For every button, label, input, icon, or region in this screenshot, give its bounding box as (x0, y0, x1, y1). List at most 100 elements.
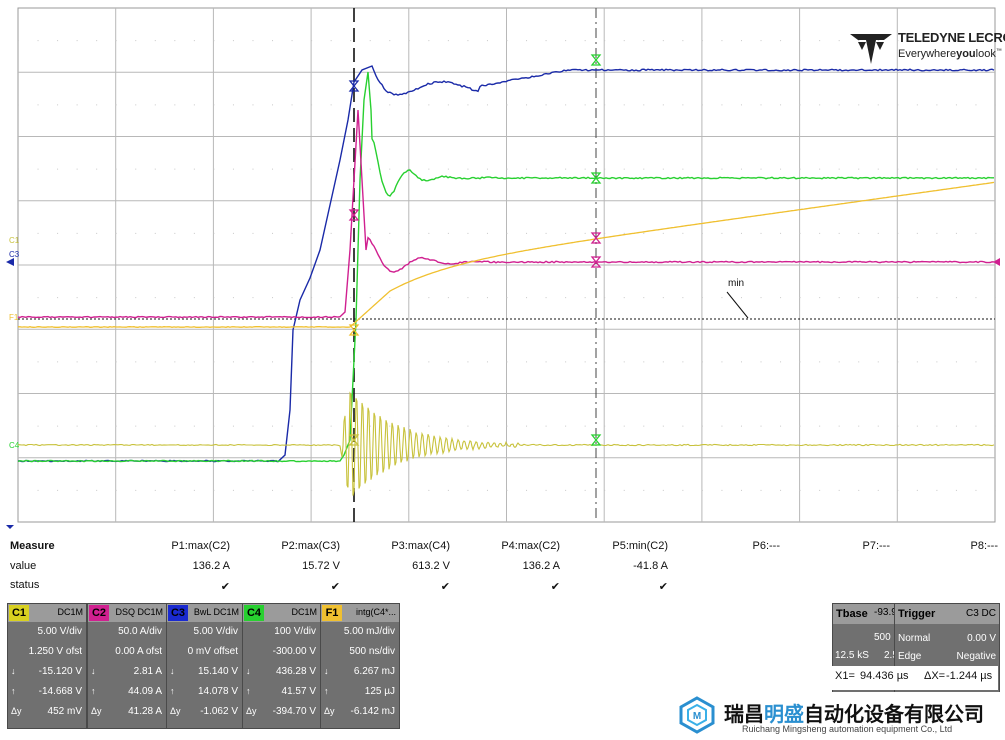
waveform-grid (0, 0, 1005, 530)
c3-marker-label: C3 (9, 250, 19, 259)
channel-readout-1: 0.00 A ofst (115, 646, 162, 657)
channel-badge[interactable]: C2 (89, 605, 109, 621)
channel-panel-c1[interactable]: C1 DC1M 5.00 V/div 1.250 V ofst -15.120 V ↓ -1… (7, 603, 87, 729)
trigger-slope: Negative (957, 651, 996, 662)
trigger-source: C3 DC (966, 608, 996, 619)
trigger-level: 0.00 V (967, 633, 996, 644)
measure-name-p5[interactable]: P5:min(C2) (612, 540, 668, 552)
readout-symbol: Δy (91, 706, 102, 716)
readout-symbol: Δy (170, 706, 181, 716)
channel-readout-1: 1.250 V ofst (29, 646, 82, 657)
company-name-zh: 瑞昌明盛自动化设备有限公司 (724, 698, 984, 727)
channel-badge[interactable]: C3 (168, 605, 188, 621)
channel-coupling: DC1M (291, 607, 317, 617)
company-name-en: Ruichang Mingsheng automation equipment … (742, 724, 952, 734)
readout-symbol: ↑ (246, 686, 251, 696)
channel-readout-3: 125 µJ (365, 686, 395, 697)
readout-symbol: ↑ (91, 686, 96, 696)
c4-marker-label: C4 (9, 441, 19, 450)
channel-coupling: DC1M (57, 607, 83, 617)
channel-readout-0: 100 V/div (274, 626, 316, 637)
value-row-label: value (10, 560, 36, 572)
teledyne-lecroy-logo: TELEDYNE LECROY Everywhereyoulook™ (848, 28, 998, 72)
channel-panel-c3[interactable]: C3 BwL DC1M 5.00 V/div 0 mV offset 15.140 V ↓… (166, 603, 243, 729)
channel-readout-3: -14.668 V (39, 686, 82, 697)
channel-readout-2: -15.120 V (39, 666, 82, 677)
channel-readout-2: 2.81 A (134, 666, 162, 677)
channel-readout-2: 436.28 V (276, 666, 316, 677)
c3-ground-marker (6, 258, 14, 266)
measure-name-p4[interactable]: P4:max(C2) (501, 540, 560, 552)
measure-value-p3: 613.2 V (412, 560, 450, 572)
channel-panel-c4[interactable]: C4 DC1M 100 V/div -300.00 V 436.28 V ↓ 41.57 V… (242, 603, 321, 729)
readout-symbol: ↑ (324, 686, 329, 696)
channel-readout-3: 44.09 A (128, 686, 162, 697)
trigger-mode: Normal (898, 633, 930, 644)
channel-readout-2: 15.140 V (198, 666, 238, 677)
cursor-dx: -1.244 µs (946, 670, 992, 682)
channel-panel-c2[interactable]: C2 DSQ DC1M 50.0 A/div 0.00 A ofst 2.81 A ↓ 44… (87, 603, 167, 729)
timebase-samples: 12.5 kS (835, 650, 869, 661)
channel-readout-3: 14.078 V (198, 686, 238, 697)
channel-readout-4: -394.70 V (273, 706, 316, 717)
measure-name-p2[interactable]: P2:max(C3) (281, 540, 340, 552)
teledyne-logo-icon (848, 28, 894, 68)
channel-readout-4: 452 mV (48, 706, 82, 717)
min-leader-line (727, 292, 748, 318)
readout-symbol: ↓ (170, 666, 175, 676)
channel-readout-0: 50.0 A/div (118, 626, 162, 637)
channel-readout-2: 6.267 mJ (354, 666, 395, 677)
measure-value-p2: 15.72 V (302, 560, 340, 572)
measure-name-p3[interactable]: P3:max(C4) (391, 540, 450, 552)
measure-value-p1: 136.2 A (193, 560, 230, 572)
company-logo-icon: M (678, 696, 716, 734)
readout-symbol: ↓ (11, 666, 16, 676)
channel-readout-1: 500 ns/div (349, 646, 395, 657)
measure-status-p5: ✔ (659, 580, 668, 593)
readout-symbol: ↓ (246, 666, 251, 676)
readout-symbol: ↑ (170, 686, 175, 696)
measure-status-p3: ✔ (441, 580, 450, 593)
waveform-display[interactable]: C1 C3 F1 C4 min TELEDYNE LECROY Everywhe… (0, 0, 1005, 530)
measure-value-p4: 136.2 A (523, 560, 560, 572)
measure-name-p8[interactable]: P8:--- (971, 540, 999, 552)
f1-marker-label: F1 (9, 313, 18, 322)
trigger-type: Edge (898, 651, 921, 662)
readout-symbol: ↓ (91, 666, 96, 676)
channel-readout-0: 5.00 mJ/div (344, 626, 395, 637)
trigger-marker (6, 525, 14, 529)
channel-readout-3: 41.57 V (282, 686, 316, 697)
channel-readout-4: 41.28 A (128, 706, 162, 717)
channel-coupling: intg(C4*... (356, 607, 396, 617)
measure-status-p4: ✔ (551, 580, 560, 593)
channel-panel-f1[interactable]: F1 intg(C4*... 5.00 mJ/div 500 ns/div 6.267 … (320, 603, 400, 729)
trigger-label: Trigger (898, 608, 935, 620)
cursor-readout: X1= 94.436 µs ΔX= -1.244 µs (832, 666, 998, 690)
measure-value-p5: -41.8 A (633, 560, 668, 572)
channel-badge[interactable]: C4 (244, 605, 264, 621)
measure-header: Measure (10, 540, 55, 552)
measure-name-p6[interactable]: P6:--- (753, 540, 781, 552)
readout-symbol: Δy (11, 706, 22, 716)
measure-table: Measure value status P1:max(C2) 136.2 A ✔ P… (0, 538, 1005, 600)
channel-readout-0: 5.00 V/div (38, 626, 82, 637)
channel-badge[interactable]: C1 (9, 605, 29, 621)
channel-readout-1: -300.00 V (273, 646, 316, 657)
channel-badge[interactable]: F1 (322, 605, 342, 621)
measure-name-p7[interactable]: P7:--- (863, 540, 891, 552)
readout-symbol: ↓ (324, 666, 329, 676)
company-watermark: M 瑞昌明盛自动化设备有限公司 Ruichang Mingsheng autom… (672, 692, 1005, 740)
c1-marker-label: C1 (9, 236, 19, 245)
brand-tagline: Everywhereyoulook™ (898, 48, 1002, 60)
readout-symbol: ↑ (11, 686, 16, 696)
measure-status-p2: ✔ (331, 580, 340, 593)
min-annotation: min (728, 278, 744, 289)
readout-symbol: Δy (324, 706, 335, 716)
channel-coupling: BwL DC1M (194, 607, 239, 617)
brand-name: TELEDYNE LECROY (898, 30, 1005, 45)
readout-symbol: Δy (246, 706, 257, 716)
measure-name-p1[interactable]: P1:max(C2) (171, 540, 230, 552)
channel-coupling: DSQ DC1M (115, 607, 163, 617)
channel-readout-4: -1.062 V (200, 706, 238, 717)
status-row-label: status (10, 579, 39, 591)
